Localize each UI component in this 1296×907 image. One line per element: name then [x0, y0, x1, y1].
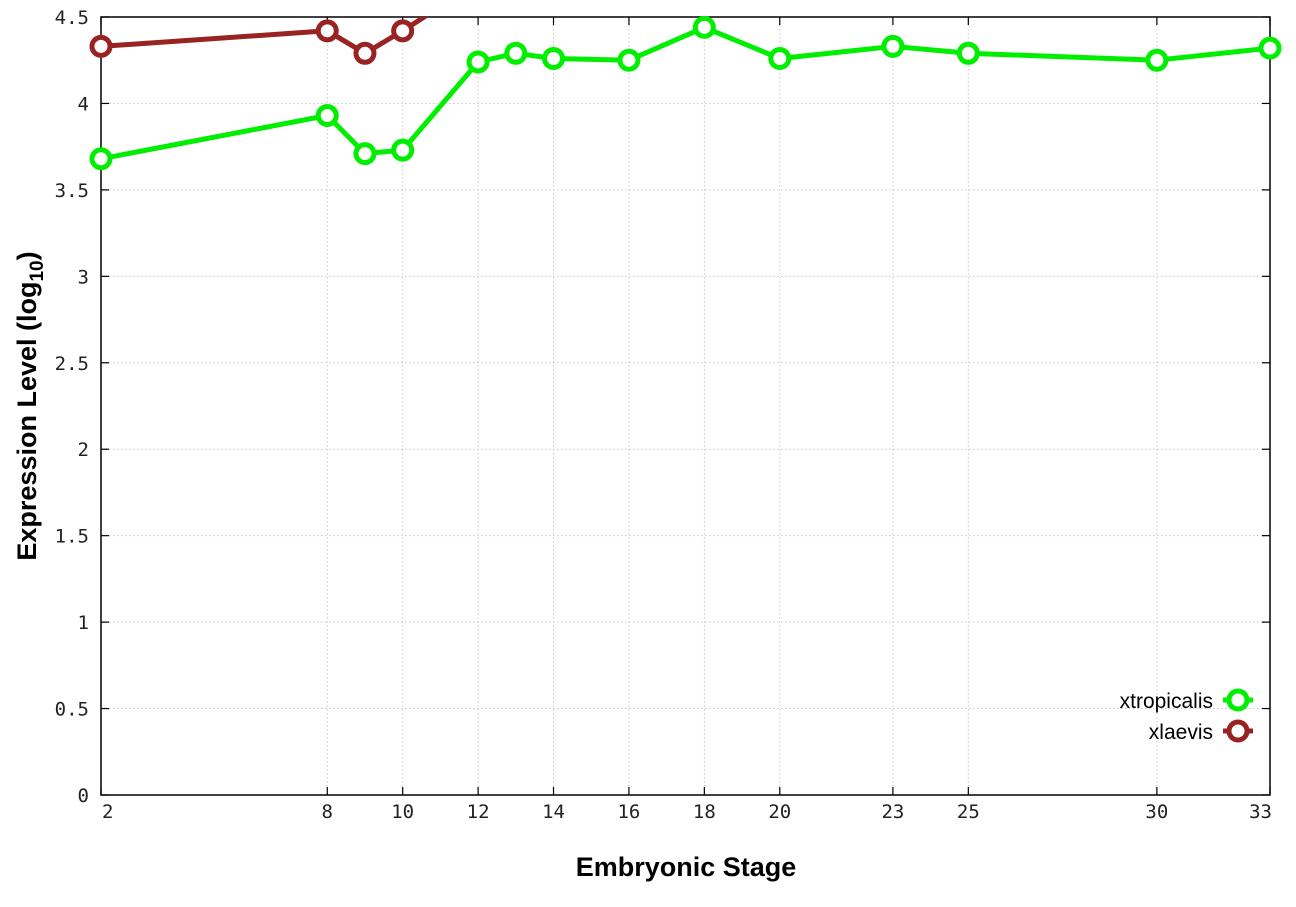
y-axis-title-subscript: 10: [27, 260, 48, 281]
y-tick-label: 4.5: [55, 7, 89, 29]
data-point-xlaevis: [391, 19, 415, 43]
x-tick-label: 10: [391, 801, 414, 823]
data-point-xtropicalis: [315, 104, 339, 128]
data-point-xtropicalis: [617, 48, 641, 72]
data-point-xlaevis: [315, 19, 339, 43]
y-tick-label: 1.5: [55, 526, 89, 548]
series-layer: [101, 17, 1270, 162]
axis-ticks: [100, 16, 1271, 796]
x-tick-label: 20: [768, 801, 791, 823]
x-tick-label: 14: [542, 801, 565, 823]
legend-label: xtropicalis: [1120, 690, 1213, 713]
data-point-xlaevis: [353, 41, 377, 65]
y-tick-label: 3: [78, 266, 89, 288]
y-tick-label: 2: [78, 439, 89, 461]
y-tick-label: 4: [78, 93, 89, 115]
x-tick-label: 18: [693, 801, 716, 823]
y-tick-labels: 0 0.5 1 1.5 2 2.5 3 3.5 4 4.5: [55, 7, 89, 807]
data-point-xtropicalis: [692, 15, 716, 39]
data-point-xtropicalis: [391, 138, 415, 162]
y-axis-title-close: ): [12, 251, 42, 260]
y-axis-title-main: Expression Level (log: [12, 282, 42, 561]
x-tick-label: 33: [1249, 801, 1272, 823]
data-point-xtropicalis: [466, 50, 490, 74]
data-point-xtropicalis: [1145, 48, 1169, 72]
x-axis-title: Embryonic Stage: [576, 852, 797, 882]
data-point-xtropicalis: [353, 142, 377, 166]
plot-frame: [100, 16, 1271, 796]
data-point-xtropicalis: [881, 34, 905, 58]
legend-entry-xlaevis: xlaevis: [1149, 719, 1253, 744]
series-line-xtropicalis: [101, 24, 1270, 162]
y-tick-label: 0: [78, 785, 89, 807]
x-tick-label: 16: [617, 801, 640, 823]
markers-layer: [89, 15, 1282, 171]
x-tick-label: 23: [881, 801, 904, 823]
x-tick-label: 30: [1145, 801, 1168, 823]
y-tick-label: 3.5: [55, 180, 89, 202]
legend: xtropicalis xlaevis: [1120, 688, 1253, 744]
x-tick-label: 2: [102, 801, 113, 823]
y-tick-label: 2.5: [55, 353, 89, 375]
y-axis-title: Expression Level (log10): [12, 251, 48, 560]
data-point-xtropicalis: [956, 41, 980, 65]
x-tick-label: 25: [957, 801, 980, 823]
grid: [101, 17, 1270, 795]
y-tick-label: 1: [78, 612, 89, 634]
x-tick-labels: 2 8 10 12 14 16 18 20 23 25 30 33: [102, 801, 1272, 823]
series-line-xlaevis: [101, 17, 429, 56]
data-point-xlaevis: [89, 34, 113, 58]
legend-entry-xtropicalis: xtropicalis: [1120, 688, 1253, 713]
legend-swatch-marker: [1226, 719, 1250, 743]
x-tick-label: 12: [467, 801, 490, 823]
data-point-xtropicalis: [1258, 36, 1282, 60]
data-point-xtropicalis: [89, 147, 113, 171]
legend-label: xlaevis: [1149, 721, 1213, 744]
legend-swatch-marker: [1226, 688, 1250, 712]
x-tick-label: 8: [322, 801, 333, 823]
data-point-xtropicalis: [542, 46, 566, 70]
data-point-xtropicalis: [768, 46, 792, 70]
y-tick-label: 0.5: [55, 699, 89, 721]
data-point-xtropicalis: [504, 41, 528, 65]
